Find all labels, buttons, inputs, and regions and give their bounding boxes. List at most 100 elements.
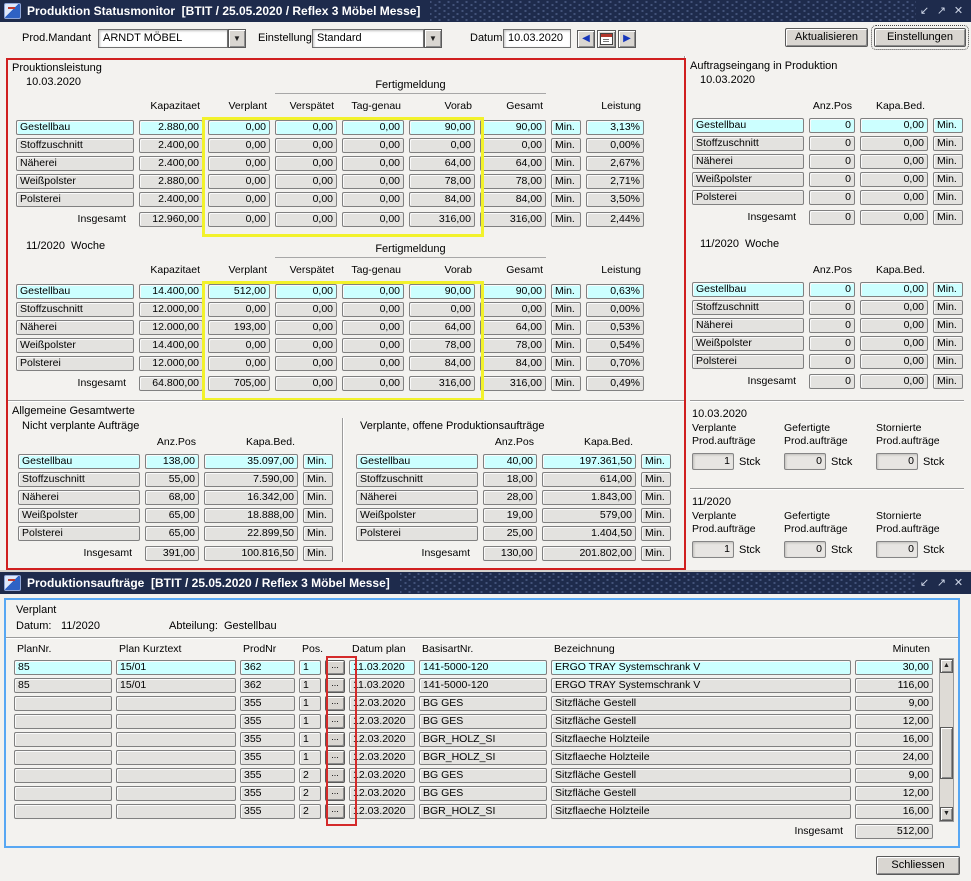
unit-cell: Min. [641, 508, 671, 523]
kapabed-cell: 18.888,00 [204, 508, 298, 523]
prodnr-cell: 355 [240, 696, 295, 711]
counter-field-row: 1 Stck [692, 453, 784, 470]
leistung-panel: Prouktionsleistung 10.03.2020 Fertigmeld… [6, 58, 686, 570]
aktualisieren-button[interactable]: Aktualisieren [785, 28, 868, 47]
schliessen-button[interactable]: Schliessen [876, 856, 960, 875]
detail-button[interactable]: ... [325, 786, 345, 801]
col-anzpos: Anz.Pos [812, 100, 852, 112]
vorab-cell: 90,00 [409, 284, 475, 299]
detail-button[interactable]: ... [325, 660, 345, 675]
table-row[interactable]: 355 1 ... 12.03.2020 BGR_HOLZ_SI Sitzfla… [14, 732, 937, 747]
chevron-down-icon[interactable]: ▼ [228, 29, 246, 48]
detail-button[interactable]: ... [325, 768, 345, 783]
table-row: Gestellbau 0 0,00 Min. [692, 118, 963, 133]
anzpos-cell: 0 [809, 136, 855, 151]
datum-input[interactable]: 10.03.2020 [503, 29, 571, 48]
anzpos-cell: 0 [809, 282, 855, 297]
maximize-icon[interactable]: ↗ [933, 3, 950, 19]
row-name: Weißpolster [692, 172, 804, 187]
row-name: Gestellbau [356, 454, 478, 469]
plannr-cell [14, 768, 112, 783]
scroll-down-icon[interactable]: ▼ [940, 807, 953, 821]
kurztext-cell [116, 750, 236, 765]
scroll-up-icon[interactable]: ▲ [940, 659, 953, 673]
datum-plan-cell: 12.03.2020 [349, 804, 415, 819]
einstellungen-button[interactable]: Einstellungen [871, 25, 969, 50]
scrollbar-thumb[interactable] [940, 727, 953, 779]
table-row[interactable]: 355 1 ... 12.03.2020 BG GES Sitzfläche G… [14, 714, 937, 729]
einstellung-select[interactable]: Standard ▼ [312, 29, 442, 48]
verspaetet-cell: 0,00 [275, 156, 337, 171]
column-headers: PlanNr. Plan Kurztext ProdNr Pos. Datum … [14, 643, 937, 656]
datum-label: Datum [470, 32, 503, 44]
row-name: Weißpolster [692, 336, 804, 351]
table-row[interactable]: 355 1 ... 12.03.2020 BG GES Sitzfläche G… [14, 696, 937, 711]
table-row[interactable]: 355 2 ... 12.03.2020 BGR_HOLZ_SI Sitzfla… [14, 804, 937, 819]
caption: 11/2020 Woche [26, 240, 106, 252]
verspaetet-cell: 0,00 [275, 356, 337, 371]
table-row[interactable]: 85 15/01 362 1 ... 11.03.2020 141-5000-1… [14, 660, 937, 675]
gesamt-cell: 64,00 [480, 320, 546, 335]
prev-day-button[interactable]: ◀ [577, 30, 595, 48]
table-row: Polsterei 65,00 22.899,50 Min. [18, 526, 333, 541]
counter-group: Verplante Prod.aufträge 1 Stck [692, 422, 784, 470]
detail-button[interactable]: ... [325, 750, 345, 765]
table-row[interactable]: 355 2 ... 12.03.2020 BG GES Sitzfläche G… [14, 786, 937, 801]
vorab-cell: 84,00 [409, 356, 475, 371]
total-row: Insgesamt 64.800,00 705,00 0,00 0,00 316… [16, 376, 644, 391]
total-gesamt: 316,00 [480, 212, 546, 227]
counter-label-1: Gefertigte [784, 510, 831, 522]
total-gesamt: 316,00 [480, 376, 546, 391]
counter-field-row: 0 Stck [784, 541, 876, 558]
column-headers: Anz.Pos Kapa.Bed. [692, 100, 963, 113]
close-icon[interactable]: ✕ [950, 3, 967, 19]
close-icon[interactable]: ✕ [950, 575, 967, 591]
minimize-icon[interactable]: ↙ [916, 575, 933, 591]
unit-cell: Min. [641, 490, 671, 505]
bezeichnung-cell: Sitzfläche Gestell [551, 768, 851, 783]
counter-label-1: Stornierte [876, 510, 922, 522]
calendar-button[interactable] [597, 30, 616, 48]
total-row: Insgesamt 391,00 100.816,50 Min. [18, 546, 333, 561]
detail-button[interactable]: ... [325, 804, 345, 819]
prod-mandant-select[interactable]: ARNDT MÖBEL ▼ [98, 29, 246, 48]
einstellung-value: Standard [312, 29, 424, 48]
tag-genau-cell: 0,00 [342, 284, 404, 299]
row-name: Polsterei [16, 192, 134, 207]
detail-button[interactable]: ... [325, 696, 345, 711]
verspaetet-cell: 0,00 [275, 338, 337, 353]
row-name: Weißpolster [356, 508, 478, 523]
total-vorab: 316,00 [409, 376, 475, 391]
detail-button[interactable]: ... [325, 714, 345, 729]
anzpos-cell: 68,00 [145, 490, 199, 505]
table-row: Polsterei 0 0,00 Min. [692, 190, 963, 205]
table-row: Polsterei 25,00 1.404,50 Min. [356, 526, 671, 541]
maximize-icon[interactable]: ↗ [933, 575, 950, 591]
chevron-down-icon[interactable]: ▼ [424, 29, 442, 48]
table-row[interactable]: 85 15/01 362 1 ... 11.03.2020 141-5000-1… [14, 678, 937, 693]
table-row[interactable]: 355 2 ... 12.03.2020 BG GES Sitzfläche G… [14, 768, 937, 783]
next-day-button[interactable]: ▶ [618, 30, 636, 48]
kapazitaet-cell: 12.000,00 [139, 302, 203, 317]
row-name: Näherei [16, 156, 134, 171]
basisartnr-cell: BG GES [419, 786, 547, 801]
total-kapa: 0,00 [860, 374, 928, 389]
detail-button[interactable]: ... [325, 678, 345, 693]
plannr-cell [14, 732, 112, 747]
row-name: Stoffzuschnitt [356, 472, 478, 487]
counter-group: Verplante Prod.aufträge 1 Stck [692, 510, 784, 558]
scrollbar[interactable]: ▲ ▼ [939, 658, 954, 822]
bezeichnung-cell: Sitzflaeche Holzteile [551, 732, 851, 747]
unit-cell: Min. [641, 546, 671, 561]
row-name: Gestellbau [18, 454, 140, 469]
counter-unit: Stck [831, 455, 853, 468]
minimize-icon[interactable]: ↙ [916, 3, 933, 19]
bezeichnung-cell: Sitzfläche Gestell [551, 786, 851, 801]
counter-group: Stornierte Prod.aufträge 0 Stck [876, 422, 968, 470]
col-plannr: PlanNr. [17, 643, 52, 655]
table-row[interactable]: 355 1 ... 12.03.2020 BGR_HOLZ_SI Sitzfla… [14, 750, 937, 765]
detail-button[interactable]: ... [325, 732, 345, 747]
kapazitaet-cell: 2.400,00 [139, 138, 203, 153]
col-kapazitaet: Kapazitaet [150, 264, 200, 276]
table-row: Weißpolster 0 0,00 Min. [692, 336, 963, 351]
